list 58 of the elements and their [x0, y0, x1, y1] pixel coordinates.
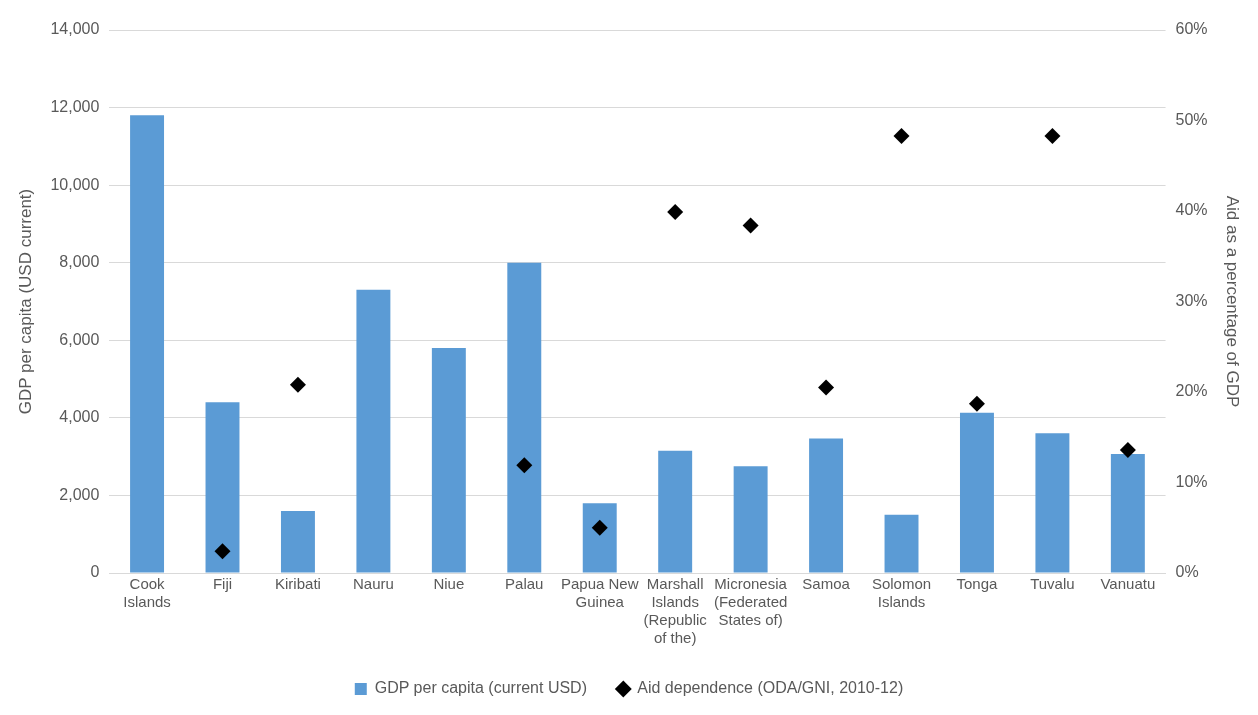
- x-tick-label: Marshall Islands (Republic of the): [643, 575, 708, 647]
- point: [214, 543, 231, 560]
- y-tick-label: 14,000: [50, 20, 100, 38]
- point: [516, 457, 533, 474]
- y-tick-label: 8,000: [59, 253, 100, 271]
- legend-label: Aid dependence (ODA/GNI, 2010-12): [637, 679, 904, 697]
- bar: [884, 514, 919, 573]
- x-tick-label: Samoa: [802, 575, 851, 593]
- bar: [130, 115, 165, 573]
- x-tick-label: Niue: [433, 575, 465, 593]
- bar: [1035, 433, 1070, 573]
- y-tick-label: 2,000: [59, 485, 100, 503]
- bar: [280, 510, 315, 573]
- y-tick-label: 10,000: [50, 175, 100, 193]
- legend-label: GDP per capita (current USD): [374, 679, 587, 697]
- point: [289, 376, 306, 393]
- y2-tick-label: 20%: [1175, 382, 1208, 400]
- y2-tick-label: 50%: [1175, 110, 1208, 128]
- x-tick-label: Vanuatu: [1100, 575, 1156, 593]
- x-tick-label: Cook Islands: [123, 575, 171, 611]
- bar: [507, 262, 542, 573]
- bar: [733, 466, 768, 573]
- x-tick-label: Nauru: [352, 575, 394, 593]
- point: [893, 127, 910, 144]
- y-tick-label: 0: [90, 563, 100, 581]
- y-tick-label: 4,000: [59, 408, 100, 426]
- x-tick-label: Kiribati: [275, 575, 321, 593]
- point: [1044, 127, 1061, 144]
- y2-tick-label: 40%: [1175, 201, 1208, 219]
- x-tick-label: Tonga: [956, 575, 999, 593]
- point: [742, 217, 759, 234]
- y2-tick-label: 30%: [1175, 291, 1208, 309]
- x-tick-label: Tuvalu: [1030, 575, 1075, 593]
- bar: [431, 348, 466, 573]
- x-tick-label: Papua New Guinea: [560, 575, 639, 611]
- y2-tick-label: 60%: [1175, 20, 1208, 38]
- bar: [959, 412, 994, 573]
- point: [818, 379, 835, 396]
- point: [667, 203, 684, 220]
- y2-tick-label: 0%: [1175, 563, 1199, 581]
- y-axis-title: GDP per capita (USD current): [15, 188, 35, 415]
- y2-tick-label: 10%: [1175, 472, 1208, 490]
- point: [591, 519, 608, 536]
- bar: [658, 450, 693, 573]
- x-tick-label: Solomon Islands: [871, 575, 932, 611]
- bar: [809, 438, 844, 573]
- x-tick-label: Fiji: [212, 575, 233, 593]
- x-tick-label: Palau: [505, 575, 544, 593]
- point: [968, 395, 985, 412]
- bar: [582, 503, 617, 573]
- bar: [205, 402, 240, 573]
- x-tick-label: Micronesia (Federated States of): [713, 575, 788, 629]
- y-tick-label: 6,000: [59, 330, 100, 348]
- y2-axis-title: Aid as a percentage of GDP: [1223, 195, 1243, 408]
- bar: [1110, 453, 1145, 573]
- bar: [356, 289, 391, 573]
- point: [1119, 441, 1136, 458]
- y-tick-label: 12,000: [50, 97, 100, 115]
